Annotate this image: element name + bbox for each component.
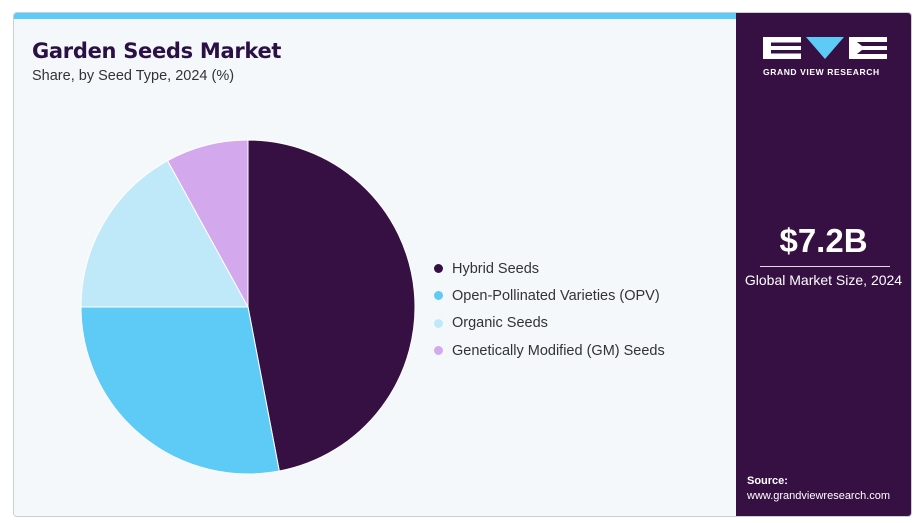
pie-slice-open-pollinated-varieties-opv [80, 306, 280, 475]
legend-swatch-icon [434, 264, 443, 274]
gvr-logo-mark-icon [763, 37, 887, 59]
market-size-label: Global Market Size, 2024 [744, 272, 903, 288]
pie-chart [80, 139, 416, 475]
legend-item: Genetically Modified (GM) Seeds [434, 337, 665, 364]
legend-label: Hybrid Seeds [452, 260, 540, 277]
chart-title: Garden Seeds Market [32, 39, 282, 63]
chart-legend: Hybrid Seeds Open-Pollinated Varieties (O… [434, 255, 665, 364]
legend-swatch-icon [434, 346, 443, 356]
pie-slice-organic-seeds [80, 159, 249, 308]
chart-panel: Garden Seeds Market Share, by Seed Type,… [14, 19, 736, 516]
legend-swatch-icon [434, 291, 443, 301]
source-label: Source: [747, 475, 788, 487]
pie-slice-hybrid-seeds [247, 139, 416, 472]
market-size-value: $7.2B [779, 222, 868, 259]
grand-view-research-logo: GRAND VIEW RESEARCH [763, 37, 887, 77]
info-sidebar: GRAND VIEW RESEARCH $7.2B Global Market … [736, 13, 911, 516]
legend-item: Hybrid Seeds [434, 255, 665, 282]
chart-card: Garden Seeds Market Share, by Seed Type,… [13, 12, 912, 517]
logo-text: GRAND VIEW RESEARCH [763, 67, 880, 77]
accent-bar [14, 13, 736, 19]
divider [760, 266, 890, 267]
legend-label: Organic Seeds [452, 315, 548, 332]
source-link[interactable]: www.grandviewresearch.com [747, 490, 891, 502]
legend-label: Genetically Modified (GM) Seeds [452, 342, 665, 359]
legend-label: Open-Pollinated Varieties (OPV) [452, 287, 660, 304]
legend-item: Organic Seeds [434, 310, 665, 337]
pie-slice-genetically-modified-gm-seeds [166, 139, 249, 308]
chart-subtitle: Share, by Seed Type, 2024 (%) [32, 68, 235, 84]
legend-swatch-icon [434, 318, 443, 328]
legend-item: Open-Pollinated Varieties (OPV) [434, 282, 665, 309]
